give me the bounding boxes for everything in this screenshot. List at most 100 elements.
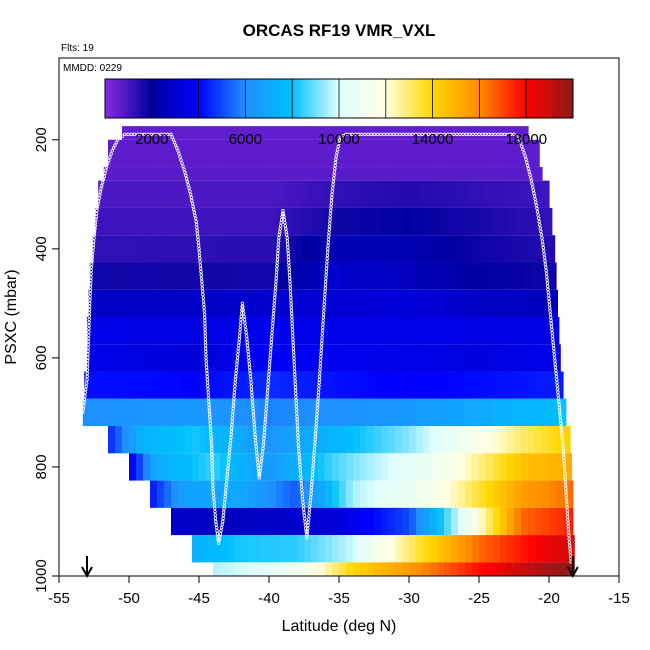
heatmap-cell (148, 235, 157, 263)
track-point (309, 489, 313, 493)
track-point (561, 446, 565, 450)
heatmap-cell (430, 453, 438, 481)
track-point (287, 273, 292, 278)
track-point (276, 248, 280, 253)
track-point (517, 138, 522, 142)
track-point (249, 384, 253, 388)
track-point (206, 396, 211, 401)
track-point (568, 553, 573, 557)
heatmap-cell (337, 235, 346, 263)
heatmap-cell (255, 562, 263, 576)
track-point (89, 272, 93, 276)
colorbar-swatch (140, 79, 144, 118)
track-point (363, 132, 367, 137)
track-point (214, 526, 219, 530)
heatmap-cell (529, 289, 537, 317)
heatmap-cell (171, 507, 179, 536)
heatmap-cell (451, 139, 459, 168)
heatmap-cell (290, 139, 298, 168)
track-point (92, 230, 97, 234)
heatmap-cell (523, 398, 532, 427)
heatmap-cell (238, 180, 246, 208)
heatmap-cell (494, 207, 502, 236)
heatmap-cell (276, 317, 284, 345)
heatmap-cell (460, 398, 469, 427)
heatmap-cell (374, 426, 382, 454)
track-point (321, 312, 326, 316)
track-point (379, 132, 383, 137)
track-point (276, 242, 281, 246)
track-point (193, 213, 197, 218)
heatmap-cell (486, 317, 494, 345)
heatmap-cell (360, 126, 368, 140)
track-point (385, 132, 389, 137)
heatmap-cell (241, 426, 249, 454)
track-point (333, 163, 337, 168)
track-point (201, 296, 205, 300)
track-point (288, 279, 292, 284)
track-point (298, 472, 303, 476)
track-point (203, 337, 208, 341)
heatmap-cell (311, 507, 319, 536)
heatmap-cell (236, 398, 245, 427)
heatmap-cell (495, 262, 504, 290)
heatmap-cell (407, 235, 416, 263)
colorbar-swatch (341, 79, 346, 118)
track-point (226, 463, 230, 468)
colorbar-swatch (330, 79, 334, 118)
heatmap-cell (512, 235, 521, 263)
heatmap-cell (472, 535, 480, 563)
track-point (315, 406, 320, 410)
track-point (184, 173, 188, 178)
track-point (312, 454, 316, 458)
heatmap-cell (249, 207, 257, 236)
heatmap-cell (325, 139, 333, 168)
heatmap-cell (399, 371, 407, 399)
heatmap-cell (123, 207, 131, 236)
heatmap-cell (269, 562, 277, 576)
heatmap-cell (507, 562, 515, 576)
heatmap-cell (96, 262, 105, 290)
heatmap-cell (178, 507, 186, 536)
heatmap-cell (465, 453, 473, 481)
track-point (557, 402, 561, 407)
track-point (216, 541, 221, 545)
track-point (502, 132, 507, 137)
track-point (288, 283, 292, 287)
heatmap-cell (281, 235, 290, 263)
heatmap-cell (339, 317, 347, 345)
heatmap-cell (371, 180, 379, 208)
track-point (239, 311, 244, 315)
heatmap-cell (185, 139, 193, 168)
heatmap-cell (133, 180, 141, 208)
heatmap-cell (378, 371, 386, 399)
heatmap-cell (95, 289, 103, 317)
track-start-arrow (81, 556, 93, 579)
track-point (290, 321, 294, 325)
heatmap-cell (409, 317, 417, 345)
colorbar (104, 78, 574, 119)
heatmap-cell (381, 480, 389, 508)
track-point (327, 224, 332, 229)
heatmap-cell (157, 426, 165, 454)
heatmap-cell (159, 167, 168, 181)
track-point (289, 295, 293, 300)
track-point (260, 449, 265, 454)
heatmap-cell (463, 235, 472, 263)
heatmap-cell (257, 398, 266, 427)
track-point (254, 444, 258, 449)
track-point (213, 513, 217, 517)
track-point (316, 396, 320, 401)
heatmap-cell (514, 139, 522, 168)
heatmap-cell (416, 139, 424, 168)
heatmap-cell (340, 289, 348, 317)
track-point (90, 255, 95, 260)
heatmap-cell (311, 317, 319, 345)
heatmap-cell (213, 139, 221, 168)
heatmap-cell (467, 262, 476, 290)
heatmap-cell (472, 480, 480, 508)
track-point (270, 331, 274, 335)
track-point (266, 379, 271, 383)
heatmap-cell (262, 317, 270, 345)
track-point (292, 353, 296, 358)
